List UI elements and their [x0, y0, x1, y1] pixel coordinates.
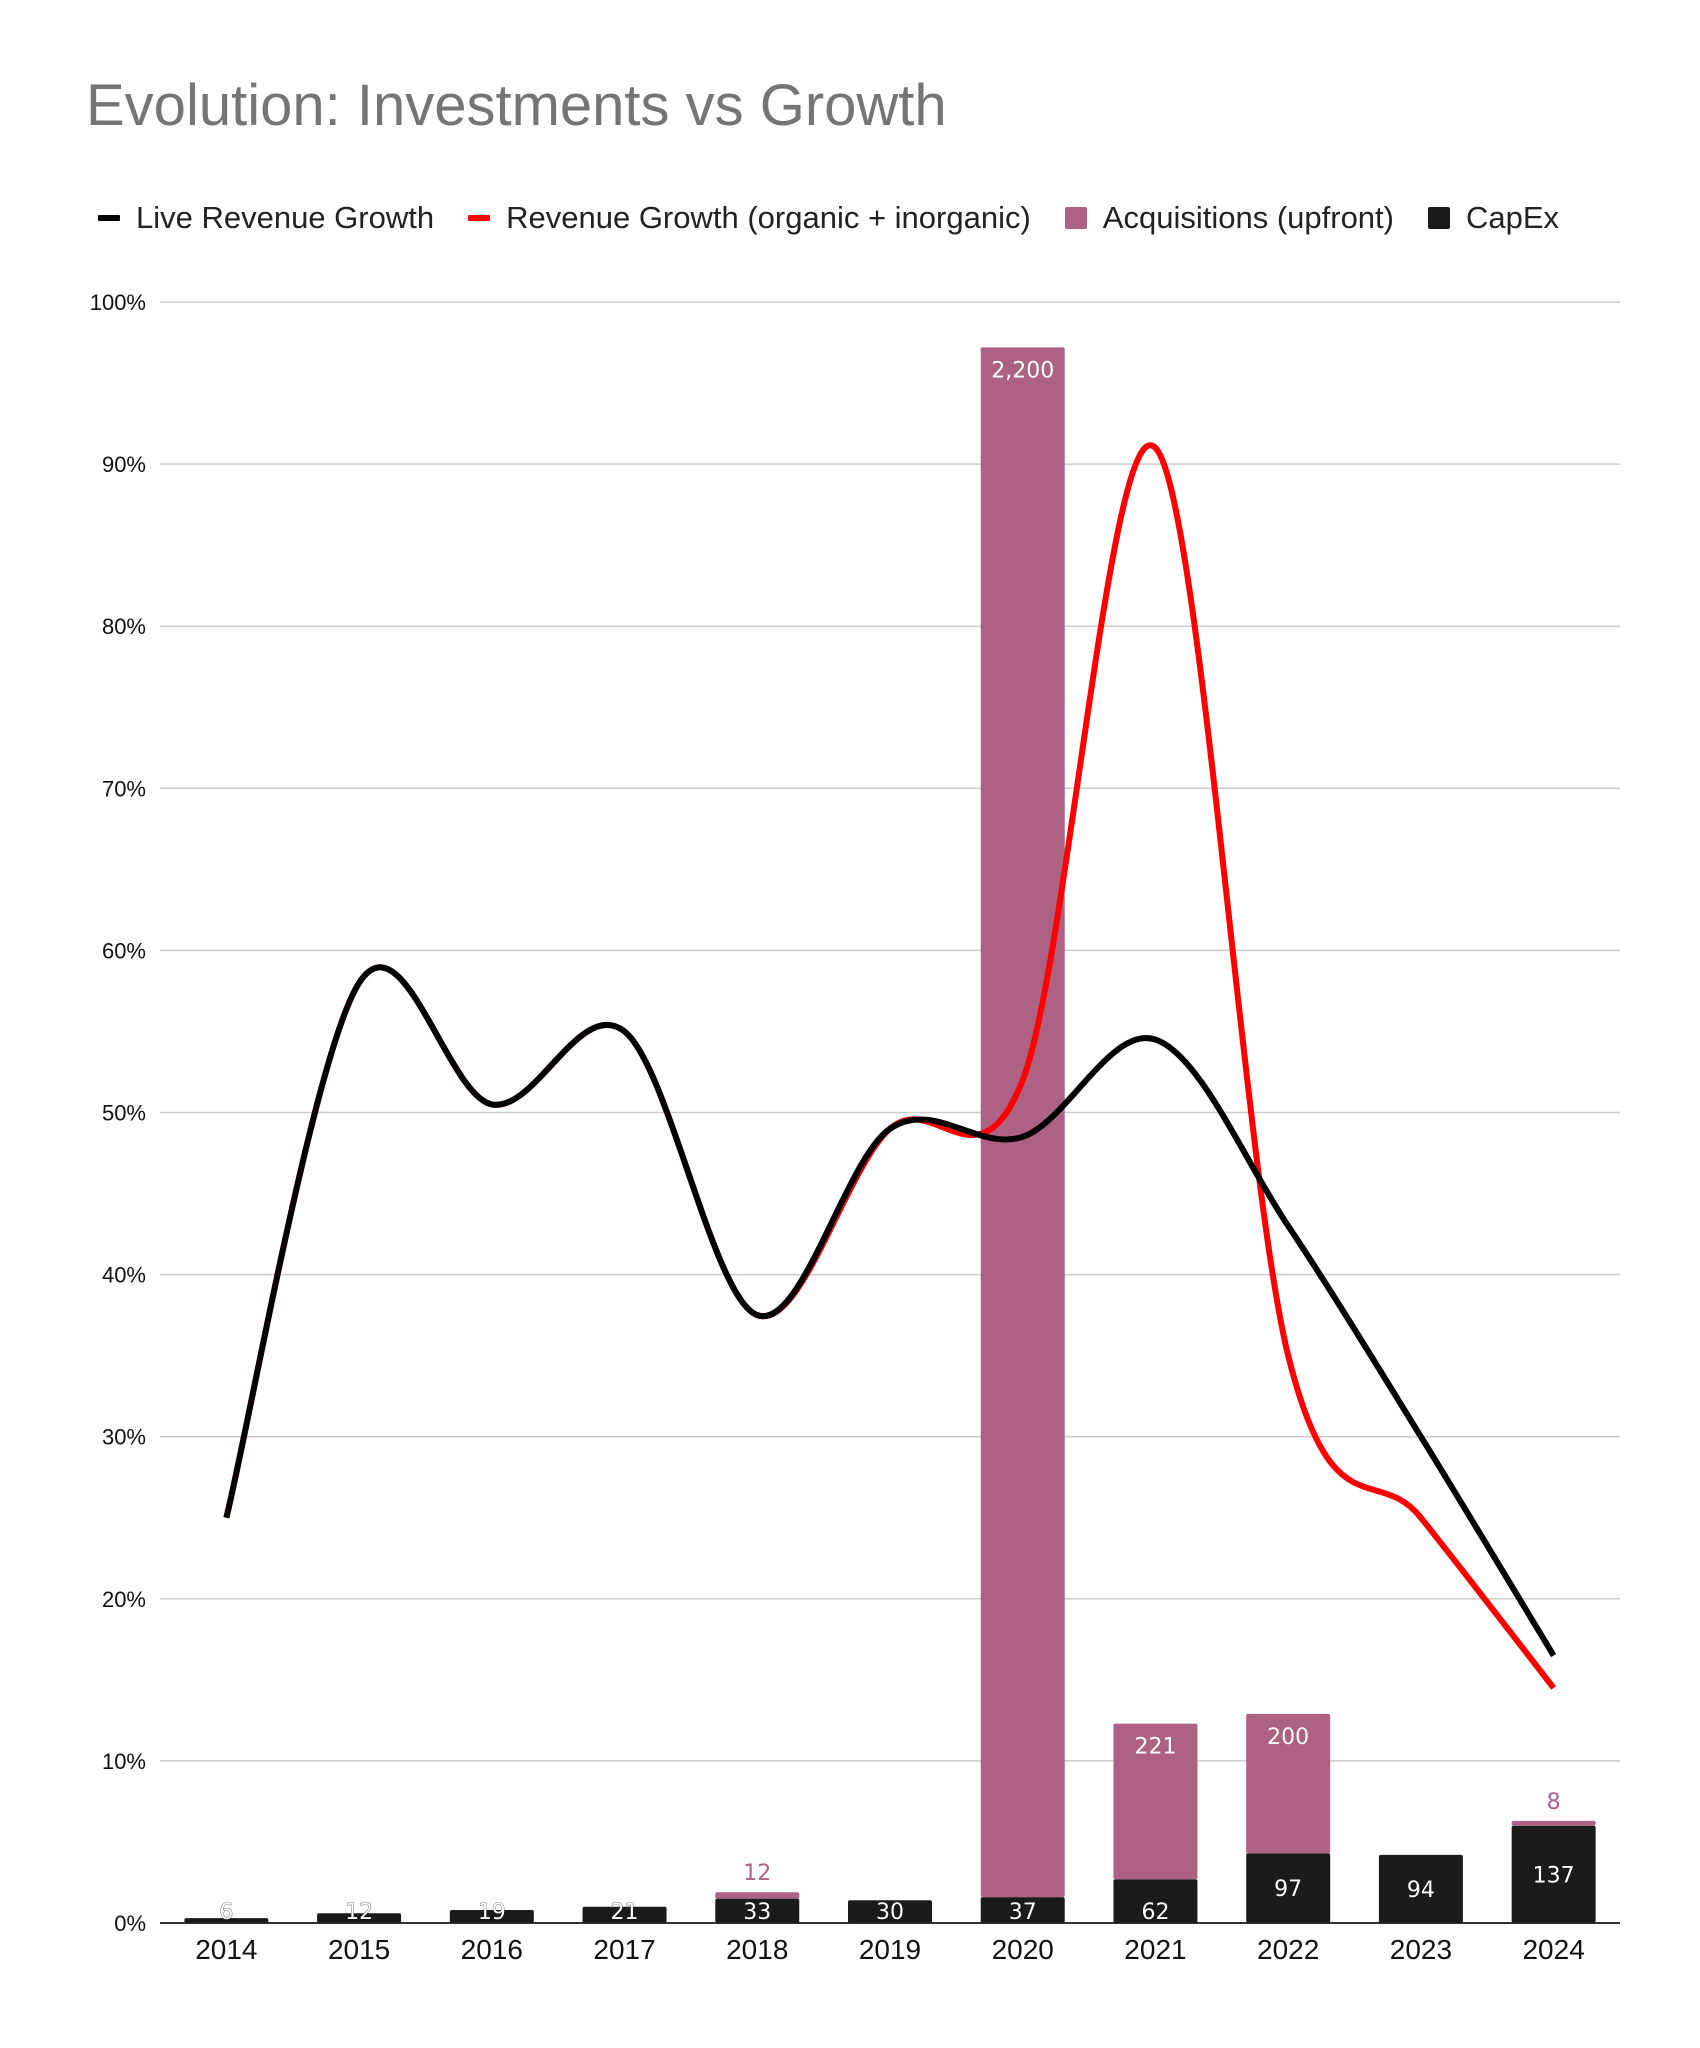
y-tick-label: 90% — [102, 452, 146, 477]
x-tick-label: 2017 — [593, 1934, 655, 1965]
bar-capex — [1246, 1853, 1331, 1923]
chart-title: Evolution: Investments vs Growth — [86, 73, 947, 138]
line-revenue-growth-total — [223, 442, 1557, 1690]
y-tick-label: 40% — [102, 1263, 146, 1288]
y-tick-label: 50% — [102, 1101, 146, 1126]
bar-capex — [449, 1910, 534, 1923]
data-label-capex: 137 — [1533, 1863, 1575, 1888]
bar-capex — [715, 1898, 800, 1923]
legend-item-acquisitions[interactable]: Acquisitions (upfront) — [1064, 200, 1394, 236]
data-label-capex: 6 — [219, 1900, 233, 1925]
data-label-capex: 33 — [743, 1900, 771, 1925]
bar-capex — [848, 1900, 932, 1923]
legend-item-live-revenue-growth[interactable]: Live Revenue Growth — [98, 200, 434, 236]
line-live-revenue-growth — [223, 964, 1557, 1658]
data-label-capex: 62 — [1141, 1900, 1169, 1925]
bar-acquisitions — [715, 1892, 800, 1899]
legend-label-capex: CapEx — [1465, 200, 1560, 235]
data-label-capex: 12 — [345, 1900, 373, 1925]
data-label-capex: 94 — [1407, 1878, 1435, 1903]
legend-swatch-live-revenue-growth — [98, 215, 120, 221]
y-tick-label: 20% — [102, 1587, 146, 1612]
bar-capex — [582, 1906, 667, 1923]
data-label-capex: 37 — [1009, 1900, 1037, 1925]
bar-acquisitions — [1246, 1713, 1331, 1854]
data-label-acquisitions: 221 — [1134, 1735, 1176, 1760]
data-label-acquisitions: 200 — [1267, 1725, 1309, 1750]
legend-item-capex[interactable]: CapEx — [1427, 200, 1560, 236]
bar-capex — [1378, 1854, 1463, 1923]
data-label-acquisitions: 12 — [743, 1861, 771, 1886]
bar-capex — [980, 1897, 1065, 1923]
x-tick-label: 2021 — [1124, 1934, 1186, 1965]
x-tick-label: 2024 — [1522, 1934, 1584, 1965]
y-tick-label: 30% — [102, 1425, 146, 1450]
y-tick-label: 100% — [90, 290, 146, 315]
bar-acquisitions — [980, 347, 1065, 1898]
legend-swatch-revenue-growth — [468, 215, 491, 221]
data-label-capex: 19 — [478, 1900, 506, 1925]
x-tick-label: 2022 — [1257, 1934, 1319, 1965]
bar-capex — [184, 1918, 269, 1923]
legend-label-live-revenue-growth: Live Revenue Growth — [136, 200, 435, 235]
x-tick-label: 2019 — [859, 1934, 921, 1965]
legend-label-revenue-growth: Revenue Growth (organic + inorganic) — [506, 200, 1031, 235]
x-tick-label: 2015 — [328, 1934, 390, 1965]
legend-label-acquisitions: Acquisitions (upfront) — [1102, 200, 1394, 235]
data-label-capex: 97 — [1274, 1877, 1302, 1902]
x-tick-label: 2023 — [1390, 1934, 1452, 1965]
y-tick-label: 60% — [102, 938, 146, 963]
data-label-acquisitions: 8 — [1547, 1790, 1561, 1815]
y-tick-label: 0% — [114, 1911, 146, 1936]
bar-capex — [317, 1913, 402, 1923]
data-label-capex: 21 — [611, 1900, 639, 1925]
x-tick-label: 2016 — [461, 1934, 523, 1965]
bar-capex — [1113, 1879, 1198, 1923]
bar-acquisitions — [1113, 1723, 1198, 1880]
bar-acquisitions — [1511, 1820, 1596, 1826]
bar-capex — [1511, 1825, 1596, 1923]
legend-swatch-acquisitions — [1064, 207, 1087, 229]
y-tick-label: 80% — [102, 614, 146, 639]
data-label-capex: 30 — [876, 1900, 904, 1925]
x-tick-label: 2018 — [726, 1934, 788, 1965]
y-tick-label: 70% — [102, 776, 146, 801]
legend-item-revenue-growth[interactable]: Revenue Growth (organic + inorganic) — [468, 200, 1031, 236]
chart-legend: Live Revenue Growth Revenue Growth (orga… — [98, 196, 1593, 240]
x-tick-label: 2020 — [992, 1934, 1054, 1965]
data-label-acquisitions: 2,200 — [991, 358, 1054, 383]
y-tick-label: 10% — [102, 1749, 146, 1774]
x-tick-label: 2014 — [195, 1934, 257, 1965]
legend-swatch-capex — [1427, 207, 1450, 229]
